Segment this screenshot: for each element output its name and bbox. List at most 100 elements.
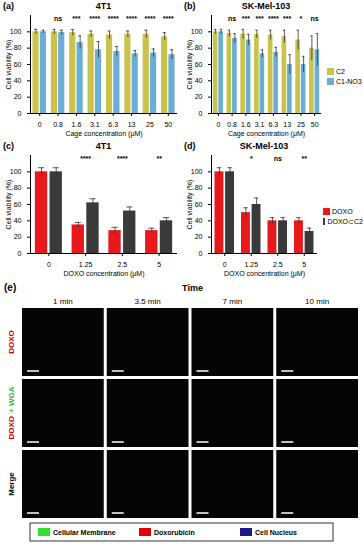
svg-text:Cell viability (%): Cell viability (%)	[5, 40, 13, 90]
html-text:DOXO: DOXO	[332, 207, 353, 215]
svg-text:0: 0	[223, 261, 227, 268]
svg-text:20: 20	[195, 93, 203, 100]
svg-text:Cage concentration (μM): Cage concentration (μM)	[228, 130, 305, 138]
svg-text:ns: ns	[274, 155, 282, 162]
svg-text:1 min: 1 min	[53, 297, 73, 306]
svg-text:Time: Time	[182, 283, 203, 293]
svg-text:DOXO concentration (μM): DOXO concentration (μM)	[224, 270, 305, 278]
svg-text:5: 5	[302, 261, 306, 268]
svg-text:DOXO concentration (μM): DOXO concentration (μM)	[63, 270, 144, 278]
html-text:C2: C2	[336, 68, 345, 75]
svg-text:0: 0	[199, 110, 203, 117]
svg-text:Cell viability (%): Cell viability (%)	[186, 180, 194, 230]
svg-text:40: 40	[195, 77, 203, 84]
svg-text:25: 25	[297, 121, 305, 128]
svg-text:2.5: 2.5	[273, 261, 283, 268]
svg-text:0.8: 0.8	[53, 121, 63, 128]
svg-text:****: ****	[89, 15, 100, 22]
svg-text:40: 40	[14, 217, 22, 224]
svg-text:6.3: 6.3	[269, 121, 279, 128]
svg-text:6.3: 6.3	[108, 121, 118, 128]
svg-text:60: 60	[195, 201, 203, 208]
svg-text:1.25: 1.25	[79, 261, 93, 268]
svg-text:****: ****	[144, 15, 155, 22]
svg-text:40: 40	[14, 77, 22, 84]
svg-text:60: 60	[14, 61, 22, 68]
svg-text:25: 25	[146, 121, 154, 128]
svg-text:100: 100	[10, 168, 22, 175]
svg-text:0: 0	[47, 261, 51, 268]
svg-text:80: 80	[14, 44, 22, 51]
svg-text:Cellular Membrane: Cellular Membrane	[53, 529, 116, 536]
svg-text:0.8: 0.8	[227, 121, 237, 128]
html-text:SK-Mel-103: SK-Mel-103	[241, 1, 291, 11]
svg-text:13: 13	[283, 121, 291, 128]
svg-text:3.1: 3.1	[255, 121, 265, 128]
svg-text:Cell Nucleus: Cell Nucleus	[255, 529, 297, 536]
html-text:(b): (b)	[184, 1, 196, 11]
svg-text:5: 5	[157, 261, 161, 268]
svg-text:20: 20	[195, 233, 203, 240]
svg-text:Doxorubicin: Doxorubicin	[154, 529, 195, 536]
html-text:SK-Mel-103: SK-Mel-103	[239, 141, 289, 151]
svg-text:***: ***	[283, 15, 291, 22]
html-text:(a): (a)	[3, 1, 14, 11]
svg-text:****: ****	[126, 15, 137, 22]
svg-text:80: 80	[195, 184, 203, 191]
svg-text:DOXO: DOXO	[7, 330, 16, 354]
svg-text:0: 0	[38, 121, 42, 128]
svg-text:0: 0	[199, 250, 203, 257]
svg-text:*: *	[300, 15, 303, 22]
svg-text:1.6: 1.6	[241, 121, 251, 128]
svg-text:100: 100	[191, 28, 203, 35]
html-text:(d): (d)	[184, 141, 196, 151]
svg-text:ns: ns	[228, 15, 236, 22]
svg-text:7 min: 7 min	[223, 297, 243, 306]
svg-text:20: 20	[14, 93, 22, 100]
svg-text:80: 80	[195, 44, 203, 51]
html-text:(c): (c)	[3, 141, 14, 151]
svg-text:3.1: 3.1	[90, 121, 100, 128]
svg-text:0: 0	[18, 250, 22, 257]
svg-text:60: 60	[14, 201, 22, 208]
svg-text:10 min: 10 min	[305, 297, 329, 306]
svg-text:****: ****	[117, 155, 128, 162]
svg-text:Merge: Merge	[7, 472, 16, 496]
svg-text:80: 80	[14, 184, 22, 191]
svg-text:(e): (e)	[4, 282, 16, 293]
svg-text:0: 0	[216, 121, 220, 128]
svg-text:**: **	[302, 155, 308, 162]
svg-text:ns: ns	[54, 15, 62, 22]
svg-text:Cell viability (%): Cell viability (%)	[186, 40, 194, 90]
svg-text:0: 0	[18, 110, 22, 117]
svg-text:****: ****	[268, 15, 279, 22]
svg-text:3.5 min: 3.5 min	[135, 297, 161, 306]
svg-text:Cage concentration (μM): Cage concentration (μM)	[65, 130, 142, 138]
svg-text:100: 100	[10, 28, 22, 35]
svg-text:60: 60	[195, 61, 203, 68]
svg-text:Cell viability (%): Cell viability (%)	[5, 180, 13, 230]
svg-text:****: ****	[108, 15, 119, 22]
svg-text:****: ****	[163, 15, 174, 22]
svg-text:13: 13	[128, 121, 136, 128]
svg-text:***: ***	[242, 15, 250, 22]
svg-text:20: 20	[14, 233, 22, 240]
svg-text:50: 50	[164, 121, 172, 128]
svg-text:ns: ns	[311, 15, 319, 22]
svg-text:*: *	[250, 155, 253, 162]
html-text:4T1: 4T1	[95, 1, 112, 11]
svg-text:2.5: 2.5	[118, 261, 128, 268]
svg-text:40: 40	[195, 217, 203, 224]
svg-text:****: ****	[80, 155, 91, 162]
svg-text:***: ***	[256, 15, 264, 22]
html-text:C1-NO3: C1-NO3	[336, 78, 362, 85]
svg-text:100: 100	[191, 168, 203, 175]
svg-text:50: 50	[311, 121, 319, 128]
svg-text:1.6: 1.6	[72, 121, 82, 128]
svg-text:1.25: 1.25	[244, 261, 258, 268]
html-text:4T1: 4T1	[95, 141, 112, 151]
svg-text:DOXO+ WGA: DOXO+ WGA	[7, 386, 16, 439]
svg-text:**: **	[156, 155, 162, 162]
html-text:DOXO⊂C2: DOXO⊂C2	[327, 217, 363, 225]
svg-text:***: ***	[72, 15, 80, 22]
